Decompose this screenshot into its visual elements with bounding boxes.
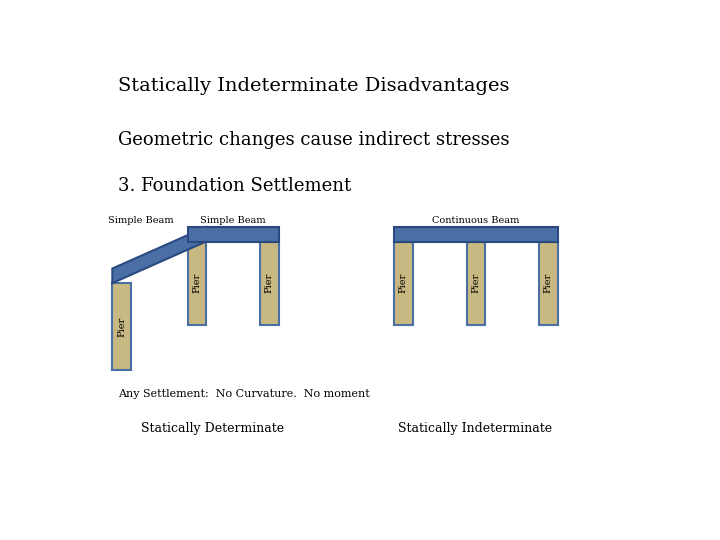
Polygon shape [188, 227, 279, 241]
Text: Pier: Pier [265, 273, 274, 293]
Bar [188, 241, 206, 325]
Bar [260, 241, 279, 325]
Text: Simple Beam: Simple Beam [200, 216, 266, 225]
Text: Statically Indeterminate: Statically Indeterminate [398, 422, 552, 435]
Text: Statically Indeterminate Disadvantages: Statically Indeterminate Disadvantages [118, 77, 510, 95]
Text: Continuous Beam: Continuous Beam [432, 216, 520, 225]
Text: Any Settlement:  No Curvature.  No moment: Any Settlement: No Curvature. No moment [118, 389, 369, 399]
Text: Pier: Pier [472, 273, 480, 293]
Polygon shape [394, 227, 557, 241]
Bar [394, 241, 413, 325]
Text: Pier: Pier [399, 273, 408, 293]
Polygon shape [112, 227, 206, 283]
Bar [112, 283, 131, 370]
Text: Pier: Pier [117, 316, 126, 337]
Bar [539, 241, 557, 325]
Text: Pier: Pier [192, 273, 202, 293]
Bar [467, 241, 485, 325]
Text: 3. Foundation Settlement: 3. Foundation Settlement [118, 177, 351, 195]
Text: Statically Determinate: Statically Determinate [141, 422, 284, 435]
Text: Pier: Pier [544, 273, 553, 293]
Text: Geometric changes cause indirect stresses: Geometric changes cause indirect stresse… [118, 131, 510, 150]
Text: Simple Beam: Simple Beam [108, 216, 174, 225]
